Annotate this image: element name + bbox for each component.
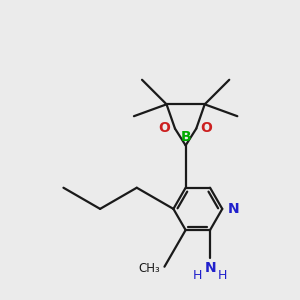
Text: B: B [180, 130, 191, 144]
Text: O: O [159, 121, 171, 135]
Text: O: O [201, 121, 213, 135]
Text: H: H [218, 269, 227, 282]
Text: N: N [204, 261, 216, 274]
Text: H: H [193, 269, 202, 282]
Text: N: N [228, 202, 239, 216]
Text: CH₃: CH₃ [138, 262, 160, 275]
